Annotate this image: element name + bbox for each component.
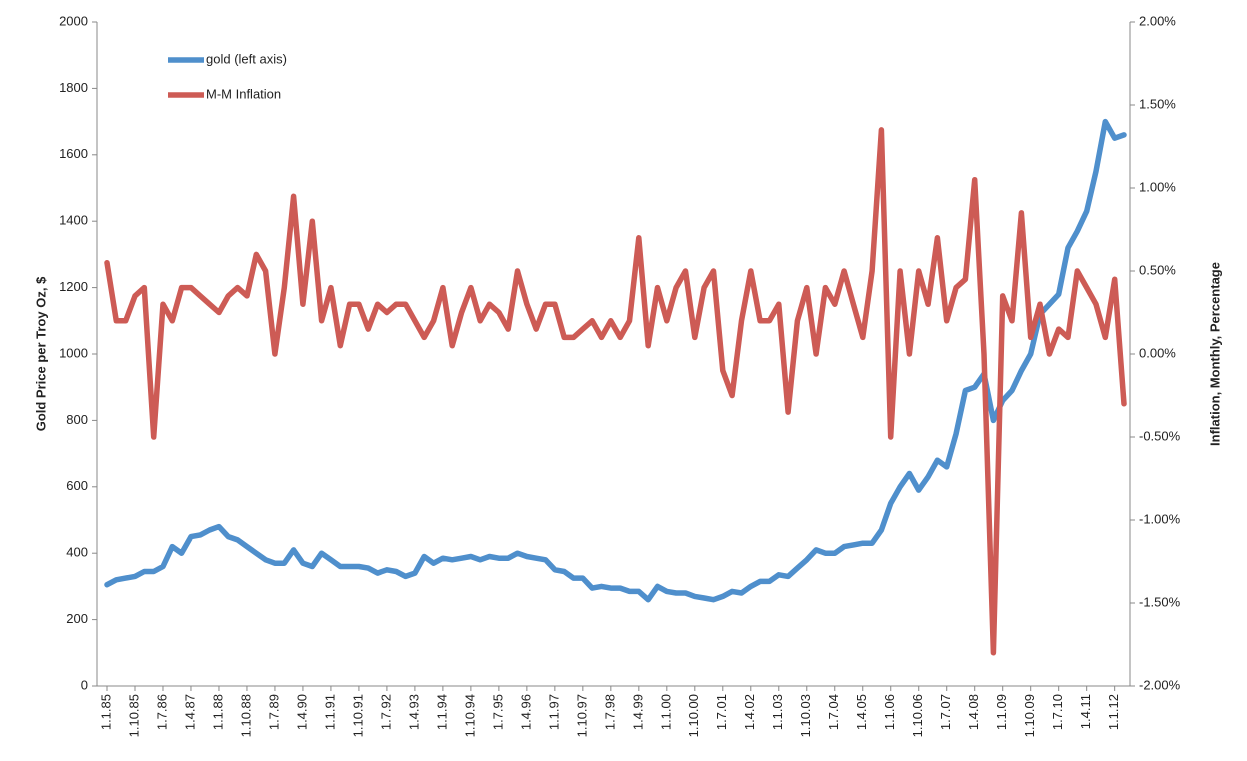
x-tick-label: 1.4.05 xyxy=(854,694,869,730)
y-tick-label: 1000 xyxy=(59,345,88,360)
x-tick-label: 1.7.10 xyxy=(1050,694,1065,730)
x-tick-label: 1.1.06 xyxy=(882,694,897,730)
x-tick-label: 1.4.93 xyxy=(406,694,421,730)
x-tick-label: 1.10.94 xyxy=(462,694,477,737)
y-tick-label: 800 xyxy=(66,412,88,427)
series-line xyxy=(104,127,1127,656)
x-tick-label: 1.7.07 xyxy=(938,694,953,730)
x-tick-label: 1.10.91 xyxy=(350,694,365,737)
x-tick-label: 1.10.06 xyxy=(910,694,925,737)
y-tick-label: 1200 xyxy=(59,279,88,294)
x-tick-label: 1.1.12 xyxy=(1106,694,1121,730)
y-tick-label: 400 xyxy=(66,545,88,560)
y2-axis-title: Inflation, Monthly, Percentage xyxy=(1207,262,1222,446)
y2-tick-label: 1.50% xyxy=(1139,96,1176,111)
x-tick-label: 1.10.85 xyxy=(126,694,141,737)
x-tick-label: 1.7.92 xyxy=(378,694,393,730)
y2-tick-label: -1.50% xyxy=(1139,594,1181,609)
x-tick-label: 1.1.91 xyxy=(322,694,337,730)
x-tick-label: 1.10.03 xyxy=(798,694,813,737)
y-axis-title: Gold Price per Troy Oz, $ xyxy=(33,276,48,431)
y-tick-label: 1600 xyxy=(59,146,88,161)
legend-label: M-M Inflation xyxy=(206,86,281,101)
x-tick-label: 1.10.88 xyxy=(238,694,253,737)
y2-tick-label: -0.50% xyxy=(1139,428,1181,443)
x-tick-label: 1.4.99 xyxy=(630,694,645,730)
y-tick-label: 1400 xyxy=(59,213,88,228)
x-tick-label: 1.10.00 xyxy=(686,694,701,737)
x-tick-label: 1.4.90 xyxy=(294,694,309,730)
y2-tick-label: 0.50% xyxy=(1139,262,1176,277)
x-tick-label: 1.4.87 xyxy=(182,694,197,730)
x-tick-label: 1.4.02 xyxy=(742,694,757,730)
x-tick-label: 1.7.89 xyxy=(266,694,281,730)
x-tick-label: 1.10.97 xyxy=(574,694,589,737)
x-tick-label: 1.4.11 xyxy=(1078,694,1093,729)
y2-tick-label: 0.00% xyxy=(1139,345,1176,360)
x-tick-label: 1.1.09 xyxy=(994,694,1009,730)
x-tick-label: 1.7.95 xyxy=(490,694,505,730)
legend-label: gold (left axis) xyxy=(206,51,287,66)
y-tick-label: 1800 xyxy=(59,80,88,95)
y2-tick-label: 2.00% xyxy=(1139,13,1176,28)
x-tick-label: 1.4.08 xyxy=(966,694,981,730)
y-tick-label: 2000 xyxy=(59,13,88,28)
x-tick-label: 1.1.94 xyxy=(434,694,449,730)
x-tick-label: 1.7.98 xyxy=(602,694,617,730)
x-tick-label: 1.7.01 xyxy=(714,694,729,730)
y-tick-label: 600 xyxy=(66,478,88,493)
y-tick-label: 200 xyxy=(66,611,88,626)
x-tick-label: 1.1.00 xyxy=(658,694,673,730)
y-tick-label: 0 xyxy=(81,677,88,692)
series-line xyxy=(104,118,1127,603)
y2-tick-label: -1.00% xyxy=(1139,511,1181,526)
x-tick-label: 1.10.09 xyxy=(1022,694,1037,737)
x-tick-label: 1.1.03 xyxy=(770,694,785,730)
x-tick-label: 1.7.86 xyxy=(154,694,169,730)
y2-tick-label: -2.00% xyxy=(1139,677,1181,692)
x-tick-label: 1.1.97 xyxy=(546,694,561,730)
x-tick-label: 1.1.88 xyxy=(210,694,225,730)
y2-tick-label: 1.00% xyxy=(1139,179,1176,194)
x-tick-label: 1.4.96 xyxy=(518,694,533,730)
x-tick-label: 1.1.85 xyxy=(98,694,113,730)
x-tick-label: 1.7.04 xyxy=(826,694,841,730)
